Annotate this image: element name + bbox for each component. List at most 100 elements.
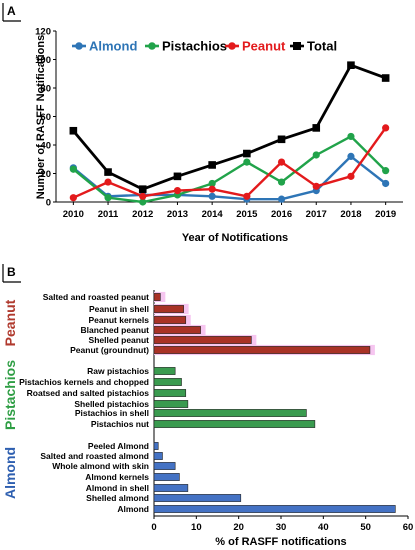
category-label-pistachios: Pistachios kernels and chopped bbox=[19, 377, 149, 387]
group-label-almond: Almond bbox=[2, 447, 18, 499]
axes: 0 20 40 60 80 100 120 2010 2011 2012 2013 2014 2015 2… bbox=[35, 26, 403, 220]
data-point-pistachios bbox=[382, 167, 390, 175]
bar-pistachios bbox=[153, 378, 182, 386]
data-point-total bbox=[347, 61, 355, 69]
category-label-pistachios: Shelled pistachios bbox=[74, 399, 149, 409]
series-line-peanut bbox=[72, 127, 387, 199]
legend-marker-total bbox=[293, 42, 301, 50]
bar-peanut bbox=[153, 336, 252, 344]
x-tick-label: 2012 bbox=[132, 209, 153, 220]
line-chart-panel: A Number of RASFF Notifications Year of … bbox=[2, 3, 403, 244]
data-point-peanut bbox=[277, 158, 286, 166]
category-label-almond: Whole almond with skin bbox=[52, 461, 149, 471]
category-label-peanut: Blanched peanut bbox=[81, 325, 150, 335]
bar-peanut bbox=[153, 346, 371, 354]
data-point-total bbox=[69, 126, 78, 135]
data-point-almond bbox=[277, 195, 286, 203]
legend: Almond Pistachios Peanut Total bbox=[72, 39, 337, 54]
y-tick-label: 60 bbox=[40, 112, 51, 123]
x-tick-label: 2010 bbox=[63, 209, 84, 220]
data-point-total bbox=[173, 172, 182, 181]
x-axis-title: % of RASFF notifications bbox=[215, 536, 346, 548]
category-label-pistachios: Roatsed and salted pistachios bbox=[27, 388, 150, 398]
data-point-pistachios bbox=[312, 151, 320, 159]
x-tick-label: 2016 bbox=[271, 209, 292, 220]
data-point-total bbox=[243, 149, 251, 158]
bar-pistachios bbox=[153, 400, 189, 408]
bar-peanut bbox=[153, 305, 184, 313]
data-point-pistachios bbox=[208, 179, 216, 188]
category-label-almond: Almond bbox=[117, 504, 149, 514]
group-label-peanut: Peanut bbox=[2, 299, 18, 346]
data-point-total bbox=[312, 124, 321, 132]
legend-label-total: Total bbox=[307, 39, 337, 54]
bar-almond bbox=[153, 494, 242, 502]
group-labels: Peanut Pistachios Almond bbox=[2, 299, 18, 499]
data-point-pistachios bbox=[139, 198, 147, 206]
data-point-pistachios bbox=[69, 165, 77, 173]
y-tick-label: 40 bbox=[40, 140, 51, 151]
data-point-peanut bbox=[347, 172, 355, 180]
category-label-peanut: Peanut (groundnut) bbox=[70, 345, 149, 355]
bar-peanut bbox=[153, 316, 187, 324]
data-point-total bbox=[104, 168, 112, 176]
x-tick-label: 40 bbox=[318, 522, 329, 533]
data-point-peanut bbox=[208, 185, 216, 193]
x-tick-label: 60 bbox=[403, 522, 414, 533]
data-point-almond bbox=[382, 179, 390, 188]
x-tick-label: 2018 bbox=[340, 209, 361, 220]
data-point-almond bbox=[208, 192, 216, 200]
x-axis-title: Year of Notifications bbox=[182, 232, 288, 244]
y-axis-title: Number of RASFF Notifications bbox=[35, 35, 47, 199]
legend-label-pistachios: Pistachios bbox=[162, 39, 227, 54]
bar-pistachios bbox=[153, 409, 307, 417]
x-tick-label: 50 bbox=[360, 522, 371, 533]
category-label-peanut: Peanut kernels bbox=[89, 315, 150, 325]
legend-marker-peanut bbox=[228, 42, 236, 50]
series-line-almond bbox=[72, 155, 387, 201]
y-tick-label: 80 bbox=[40, 83, 51, 94]
category-label-pistachios: Pistachios nut bbox=[91, 419, 149, 429]
series-layer bbox=[69, 61, 390, 206]
data-point-peanut bbox=[173, 187, 182, 195]
x-tick-label: 0 bbox=[151, 522, 156, 533]
x-tick-label: 2019 bbox=[375, 209, 396, 220]
series-line-pistachios bbox=[72, 135, 387, 204]
bar-peanut bbox=[153, 293, 161, 301]
data-point-pistachios bbox=[277, 178, 286, 186]
data-point-peanut bbox=[312, 182, 320, 190]
category-label-almond: Peeled Almond bbox=[88, 441, 149, 451]
x-tick-label: 2011 bbox=[98, 209, 119, 220]
y-tick-label: 0 bbox=[46, 197, 51, 208]
panel-b-tag-box: B bbox=[2, 264, 21, 283]
bar-chart-panel: B % of RASFF notifications 0 10 20 30 40 50 60… bbox=[2, 264, 413, 548]
panel-b-tag: B bbox=[7, 265, 16, 279]
data-point-total bbox=[138, 185, 147, 193]
category-label-peanut: Shelled peanut bbox=[89, 335, 150, 345]
x-tick-label: 2014 bbox=[202, 209, 224, 220]
data-point-peanut bbox=[243, 192, 251, 200]
y-tick-label: 100 bbox=[35, 55, 51, 66]
data-point-almond bbox=[347, 152, 355, 160]
data-point-total bbox=[381, 74, 390, 82]
category-label-almond: Shelled almond bbox=[86, 493, 149, 503]
category-label-peanut: Salted and roasted peanut bbox=[43, 292, 149, 302]
data-point-total bbox=[277, 135, 286, 144]
bar-pistachios bbox=[153, 389, 187, 397]
legend-marker-almond bbox=[75, 42, 83, 50]
panel-a-tag-box: A bbox=[2, 3, 21, 22]
x-tick-label: 2015 bbox=[236, 209, 258, 220]
x-tick-label: 10 bbox=[191, 522, 202, 533]
data-point-peanut bbox=[104, 178, 112, 186]
category-label-almond: Salted and roasted almond bbox=[40, 451, 149, 461]
data-point-pistachios bbox=[347, 132, 355, 141]
data-point-peanut bbox=[69, 194, 77, 202]
x-tick-label: 2013 bbox=[167, 209, 188, 220]
bar-peanut bbox=[153, 326, 201, 334]
y-tick-label: 20 bbox=[40, 169, 51, 180]
category-label-peanut: Peanut in shell bbox=[89, 304, 149, 314]
category-label-almond: Almond kernels bbox=[85, 472, 149, 482]
data-point-pistachios bbox=[104, 194, 112, 202]
bar-almond bbox=[153, 452, 163, 460]
